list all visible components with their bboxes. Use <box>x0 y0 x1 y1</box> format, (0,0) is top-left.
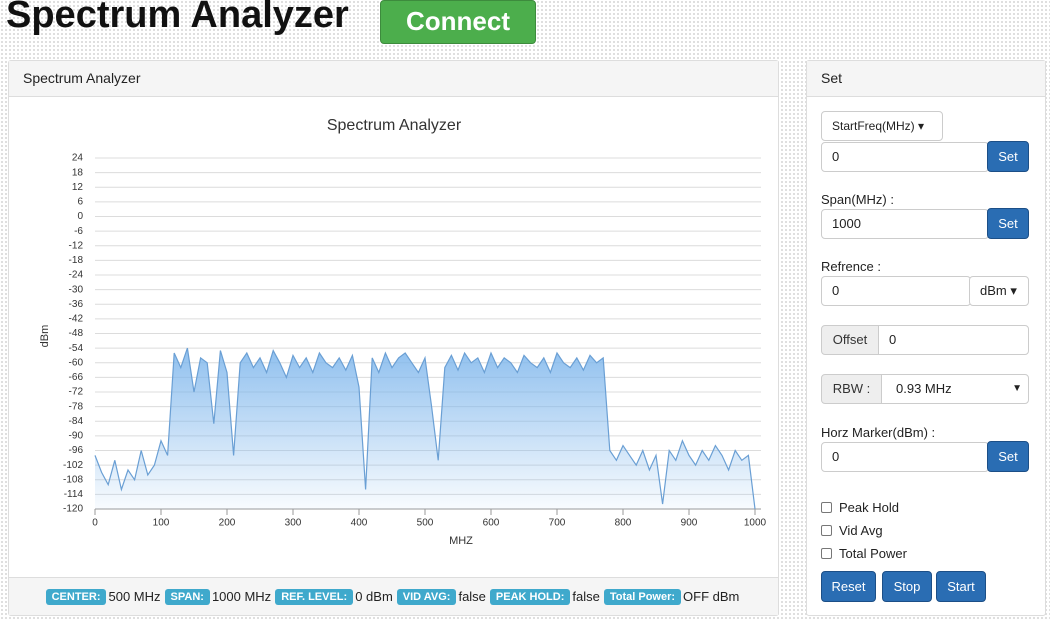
status-label: VID AVG: <box>396 588 457 605</box>
x-axis-label: MHZ <box>449 535 473 547</box>
y-tick-label: -30 <box>69 284 84 295</box>
status-label: CENTER: <box>45 588 107 605</box>
text-input[interactable]: 0 <box>821 276 971 306</box>
dropdown-text: StartFreq(MHz) <box>832 119 915 133</box>
area <box>95 348 755 509</box>
y-tick-label: -120 <box>63 504 83 515</box>
x-tick-label: 200 <box>219 518 236 529</box>
select-text: 0.93 MHz <box>896 381 952 396</box>
set-button[interactable]: Set <box>987 441 1029 472</box>
text-input[interactable]: 0 <box>821 142 989 172</box>
y-tick-label: 12 <box>72 182 84 193</box>
field-label: Horz Marker(dBm) : <box>821 425 936 440</box>
y-tick-label: -90 <box>69 431 84 442</box>
status-value: 1000 MHz <box>211 589 272 604</box>
chart-panel: Spectrum Analyzer Spectrum Analyzer MHZ … <box>8 60 779 616</box>
page-title: Spectrum Analyzer <box>6 0 349 36</box>
action-button[interactable]: Reset <box>821 571 876 602</box>
x-tick-label: 1000 <box>744 518 767 529</box>
x-tick-label: 700 <box>549 518 566 529</box>
x-tick-label: 400 <box>351 518 368 529</box>
checkbox[interactable] <box>821 548 832 559</box>
x-tick-label: 900 <box>681 518 698 529</box>
checkbox-label: Peak Hold <box>839 500 899 515</box>
y-tick-label: -24 <box>69 270 84 281</box>
x-tick-label: 0 <box>92 518 98 529</box>
status-value: OFF dBm <box>683 589 740 604</box>
status-label: Total Power: <box>603 588 682 605</box>
chart-title: Spectrum Analyzer <box>327 117 462 134</box>
y-tick-label: -96 <box>69 445 84 456</box>
status-value: 0 dBm <box>355 589 393 604</box>
status-value: false <box>572 589 600 604</box>
input-addon: Offset <box>821 325 879 355</box>
text-input[interactable]: 1000 <box>821 209 989 239</box>
status-label: PEAK HOLD: <box>489 588 571 605</box>
y-tick-label: -108 <box>63 474 83 485</box>
y-tick-label: -66 <box>69 372 84 383</box>
y-tick-label: -12 <box>69 240 84 251</box>
connect-button[interactable]: Connect <box>380 0 536 44</box>
y-tick-label: 24 <box>72 153 84 164</box>
field-label: Refrence : <box>821 259 881 274</box>
dropdown[interactable]: StartFreq(MHz) ▾ <box>821 111 943 141</box>
x-tick-label: 100 <box>153 518 170 529</box>
status-label: REF. LEVEL: <box>275 588 354 605</box>
status-bar: CENTER: 500 MHz SPAN: 1000 MHz REF. LEVEL: 0 … <box>9 577 778 615</box>
panel-heading: Spectrum Analyzer <box>9 61 778 97</box>
settings-panel: Set StartFreq(MHz) ▾ 0 Set Span(MHz) : 1… <box>806 60 1046 616</box>
checkbox[interactable] <box>821 525 832 536</box>
status-label: SPAN: <box>164 588 210 605</box>
input-addon: RBW : <box>821 374 882 404</box>
y-tick-label: 18 <box>72 167 84 178</box>
y-tick-label: -42 <box>69 314 84 325</box>
status-value: 500 MHz <box>108 589 161 604</box>
set-button[interactable]: Set <box>987 208 1029 239</box>
text-input[interactable]: 0 <box>821 442 989 472</box>
checkbox-label: Vid Avg <box>839 523 883 538</box>
action-button[interactable]: Stop <box>882 571 932 602</box>
text-input[interactable]: 0 <box>878 325 1029 355</box>
checkbox[interactable] <box>821 502 832 513</box>
y-tick-label: -18 <box>69 255 84 266</box>
line <box>94 347 756 510</box>
y-tick-label: -114 <box>64 489 84 500</box>
y-tick-label: -36 <box>69 299 84 310</box>
x-tick-label: 600 <box>483 518 500 529</box>
dropdown-text: dBm <box>980 283 1007 298</box>
x-tick-label: 300 <box>285 518 302 529</box>
y-tick-label: -60 <box>69 357 84 368</box>
checkbox-label: Total Power <box>839 546 907 561</box>
y-tick-label: -102 <box>63 460 83 471</box>
y-tick-label: -6 <box>74 226 83 237</box>
y-tick-label: -84 <box>69 416 84 427</box>
action-button[interactable]: Start <box>936 571 986 602</box>
panel-heading: Set <box>807 61 1045 97</box>
y-tick-label: -72 <box>69 387 84 398</box>
select[interactable]: 0.93 MHz ▼ <box>881 374 1029 404</box>
y-tick-label: -78 <box>69 401 84 412</box>
unit-dropdown[interactable]: dBm ▾ <box>969 276 1029 306</box>
field-label: Span(MHz) : <box>821 192 894 207</box>
x-tick-label: 500 <box>417 518 434 529</box>
y-tick-label: -54 <box>69 343 84 354</box>
y-axis-label: dBm <box>39 325 51 348</box>
y-tick-label: 6 <box>77 197 83 208</box>
x-tick-label: 800 <box>615 518 632 529</box>
chart: Spectrum Analyzer MHZ dBm 24 18 12 6 0 -6 -12 -… <box>39 117 767 547</box>
y-tick-label: -48 <box>69 328 84 339</box>
set-button[interactable]: Set <box>987 141 1029 172</box>
status-value: false <box>458 589 486 604</box>
y-tick-label: 0 <box>77 211 83 222</box>
